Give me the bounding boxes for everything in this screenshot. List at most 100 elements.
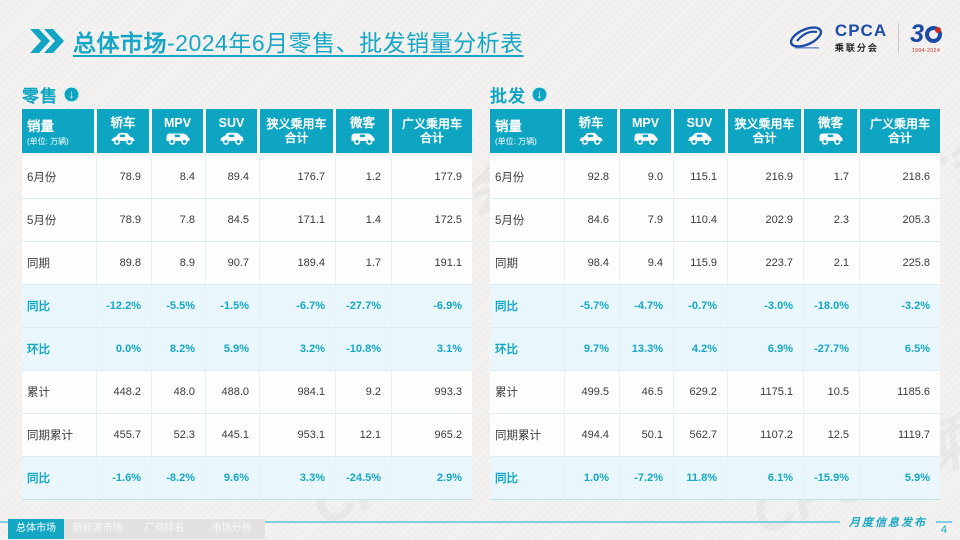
cpca-swoosh-icon (789, 26, 823, 49)
cell: -5.7% (565, 285, 620, 328)
cell: 223.7 (728, 242, 804, 285)
footer-rule-line (0, 521, 840, 523)
column-header: 微客 (336, 109, 392, 156)
table-row: 5月份 78.9 7.8 84.5 171.1 1.4 172.5 (22, 199, 472, 242)
cell: 1119.7 (860, 414, 940, 457)
row-label: 5月份 (490, 199, 565, 242)
retail-table-section: 零售 ↓ 销量 (单位: 万辆) 轿车 MPV SUV 狭义乘用车 合计 微客 广义乘用车 合计 6… (22, 84, 472, 500)
cell: 629.2 (674, 371, 728, 414)
footer-tab[interactable]: 总体市场 (8, 519, 64, 539)
cell: 10.5 (804, 371, 860, 414)
column-label: MPV (631, 116, 660, 131)
column-label: SUV (686, 116, 713, 131)
corner-unit: (单位: 万辆) (27, 137, 69, 146)
cell: 4.2% (674, 328, 728, 371)
row-label: 同比 (490, 285, 565, 328)
cell: 177.9 (392, 156, 472, 199)
mpv-icon (166, 133, 189, 145)
cell: 455.7 (97, 414, 152, 457)
cell: 84.6 (565, 199, 620, 242)
column-label: 广义乘用车 合计 (401, 116, 462, 145)
corner-label: 销量 (27, 119, 54, 134)
cell: 7.9 (620, 199, 674, 242)
cell: 1.0% (565, 457, 620, 500)
cell: 191.1 (392, 242, 472, 285)
cell: 1185.6 (860, 371, 940, 414)
corner-unit: (单位: 万辆) (495, 137, 537, 146)
header-row: 销量 (单位: 万辆) 轿车 MPV SUV 狭义乘用车 合计 微客 广义乘用车 合计 (22, 109, 472, 156)
row-label: 累计 (22, 371, 97, 414)
cell: 3.3% (260, 457, 336, 500)
double-chevron-icon (30, 29, 64, 53)
table-row: 同期累计 494.4 50.1 562.7 1107.2 12.5 1119.7 (490, 414, 940, 457)
cell: 2.1 (804, 242, 860, 285)
anniversary-30-logo: 3 1994-2024 (910, 22, 942, 54)
table-row: 累计 499.5 46.5 629.2 1175.1 10.5 1185.6 (490, 371, 940, 414)
table-row: 环比 0.0% 8.2% 5.9% 3.2% -10.8% 3.1% (22, 328, 472, 371)
column-label: 微客 (817, 116, 843, 131)
table-row: 同比 -5.7% -4.7% -0.7% -3.0% -18.0% -3.2% (490, 285, 940, 328)
cell: 90.7 (206, 242, 260, 285)
cell: 965.2 (392, 414, 472, 457)
table-row: 同期 98.4 9.4 115.9 223.7 2.1 225.8 (490, 242, 940, 285)
footer-note: 月度信息发布 (849, 516, 927, 529)
cell: 1.4 (336, 199, 392, 242)
cell: -18.0% (804, 285, 860, 328)
row-label: 环比 (22, 328, 97, 371)
cell: 9.6% (206, 457, 260, 500)
footer-tab[interactable]: 厂商排名 (131, 519, 198, 539)
cell: -15.9% (804, 457, 860, 500)
suv-icon (220, 132, 243, 145)
column-header: MPV (620, 109, 674, 156)
cell: 445.1 (206, 414, 260, 457)
cell: 115.1 (674, 156, 728, 199)
cell: -24.5% (336, 457, 392, 500)
anniversary-0-ring (925, 26, 942, 43)
row-label: 环比 (490, 328, 565, 371)
column-header: 狭义乘用车 合计 (260, 109, 336, 156)
cell: 1.2 (336, 156, 392, 199)
cell: 1175.1 (728, 371, 804, 414)
cell: 115.9 (674, 242, 728, 285)
footer-tab[interactable]: 市场分析 (198, 519, 265, 539)
wholesale-sales-table: 销量 (单位: 万辆) 轿车 MPV SUV 狭义乘用车 合计 微客 广义乘用车 合计 6月份 92.… (490, 109, 940, 500)
table-row: 环比 9.7% 13.3% 4.2% 6.9% -27.7% 6.5% (490, 328, 940, 371)
cell: 84.5 (206, 199, 260, 242)
suv-icon (688, 132, 711, 145)
cell: -10.8% (336, 328, 392, 371)
cell: 225.8 (860, 242, 940, 285)
cell: -1.5% (206, 285, 260, 328)
cell: 6.1% (728, 457, 804, 500)
cell: 189.4 (260, 242, 336, 285)
cell: -0.7% (674, 285, 728, 328)
microvan-icon (819, 133, 842, 145)
table-row: 6月份 78.9 8.4 89.4 176.7 1.2 177.9 (22, 156, 472, 199)
cell: 9.0 (620, 156, 674, 199)
cell: -5.5% (152, 285, 206, 328)
corner-label: 销量 (495, 119, 522, 134)
row-label: 同期累计 (490, 414, 565, 457)
table-row: 累计 448.2 48.0 488.0 984.1 9.2 993.3 (22, 371, 472, 414)
cell: 48.0 (152, 371, 206, 414)
cpca-wordmark: CPCA 乘联分会 (835, 22, 887, 54)
anniversary-3: 3 (910, 20, 924, 48)
row-label: 同期 (22, 242, 97, 285)
footer-tab[interactable]: 新能源市场 (64, 519, 131, 539)
cell: -6.9% (392, 285, 472, 328)
row-label: 同比 (22, 457, 97, 500)
cell: 205.3 (860, 199, 940, 242)
column-header: 微客 (804, 109, 860, 156)
cell: 172.5 (392, 199, 472, 242)
anniversary-years: 1994-2024 (911, 48, 941, 54)
cell: 98.4 (565, 242, 620, 285)
cell: 494.4 (565, 414, 620, 457)
cell: 46.5 (620, 371, 674, 414)
cell: 12.1 (336, 414, 392, 457)
cell: -12.2% (97, 285, 152, 328)
wholesale-section-title: 批发 (490, 86, 526, 106)
cell: 6.5% (860, 328, 940, 371)
cell: 984.1 (260, 371, 336, 414)
table-row: 同比 -12.2% -5.5% -1.5% -6.7% -27.7% -6.9% (22, 285, 472, 328)
footer-rule-line (936, 521, 952, 523)
cpca-logo: CPCA 乘联分会 3 1994-2024 (788, 22, 942, 54)
